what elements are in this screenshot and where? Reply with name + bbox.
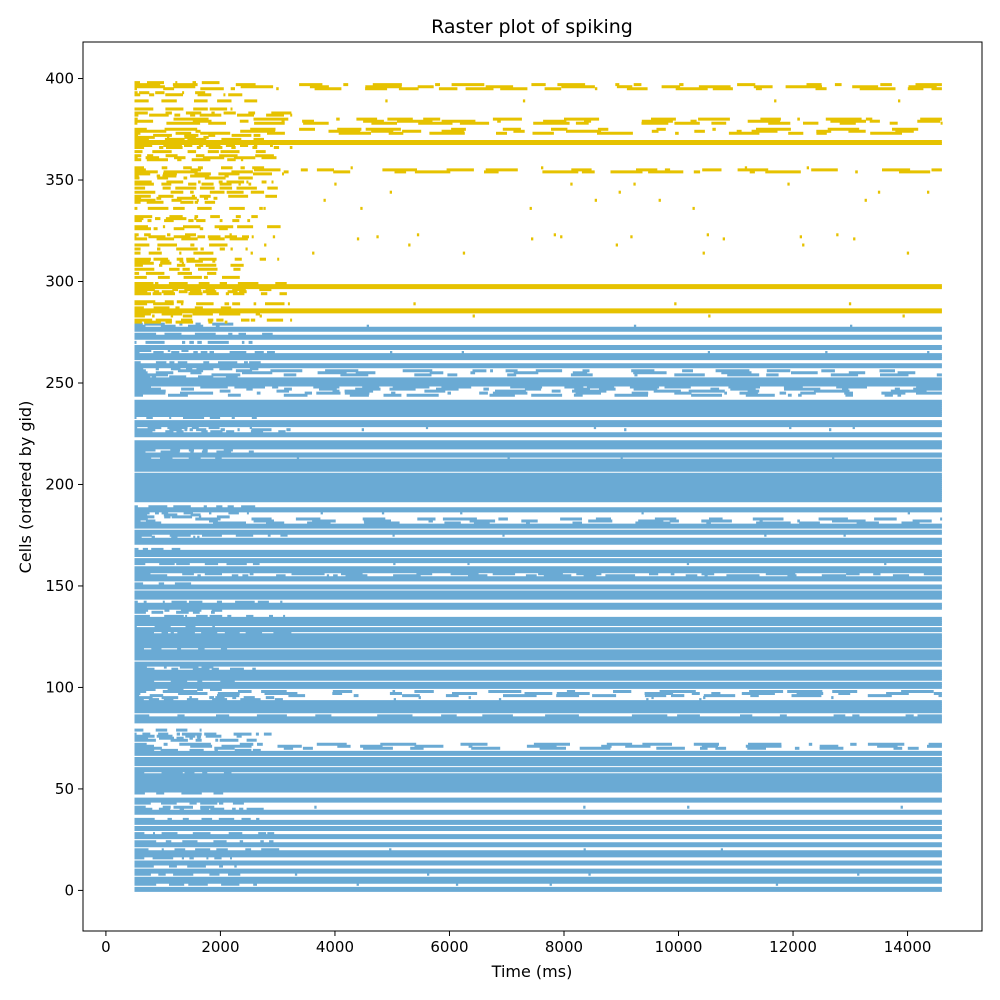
raster-series-0 (134, 322, 943, 892)
y-tick-label: 100 (45, 678, 74, 696)
x-tick-label: 10000 (655, 938, 703, 956)
x-tick-label: 4000 (316, 938, 354, 956)
y-tick-label: 300 (45, 273, 74, 291)
x-tick-label: 8000 (545, 938, 583, 956)
plot-area (134, 81, 943, 892)
x-tick-label: 2000 (201, 938, 239, 956)
chart-title: Raster plot of spiking (431, 16, 633, 38)
y-axis: 0 50 100 150 200 250 300 350 400 (45, 70, 83, 899)
x-axis-label: Time (ms) (491, 962, 573, 981)
y-tick-label: 200 (45, 475, 74, 493)
y-tick-label: 400 (45, 70, 74, 88)
x-axis: 0 2000 4000 6000 8000 10000 12000 14000 (101, 931, 931, 956)
y-tick-label: 250 (45, 374, 74, 392)
y-tick-label: 150 (45, 577, 74, 595)
y-axis-label: Cells (ordered by gid) (16, 401, 35, 574)
y-tick-label: 0 (64, 881, 74, 899)
x-tick-label: 12000 (769, 938, 817, 956)
x-tick-label: 14000 (884, 938, 932, 956)
plot-frame (82, 41, 983, 932)
x-tick-label: 0 (101, 938, 111, 956)
raster-series-1 (134, 81, 943, 324)
y-tick-label: 50 (55, 780, 74, 798)
y-tick-label: 350 (45, 171, 74, 189)
x-tick-label: 6000 (430, 938, 468, 956)
